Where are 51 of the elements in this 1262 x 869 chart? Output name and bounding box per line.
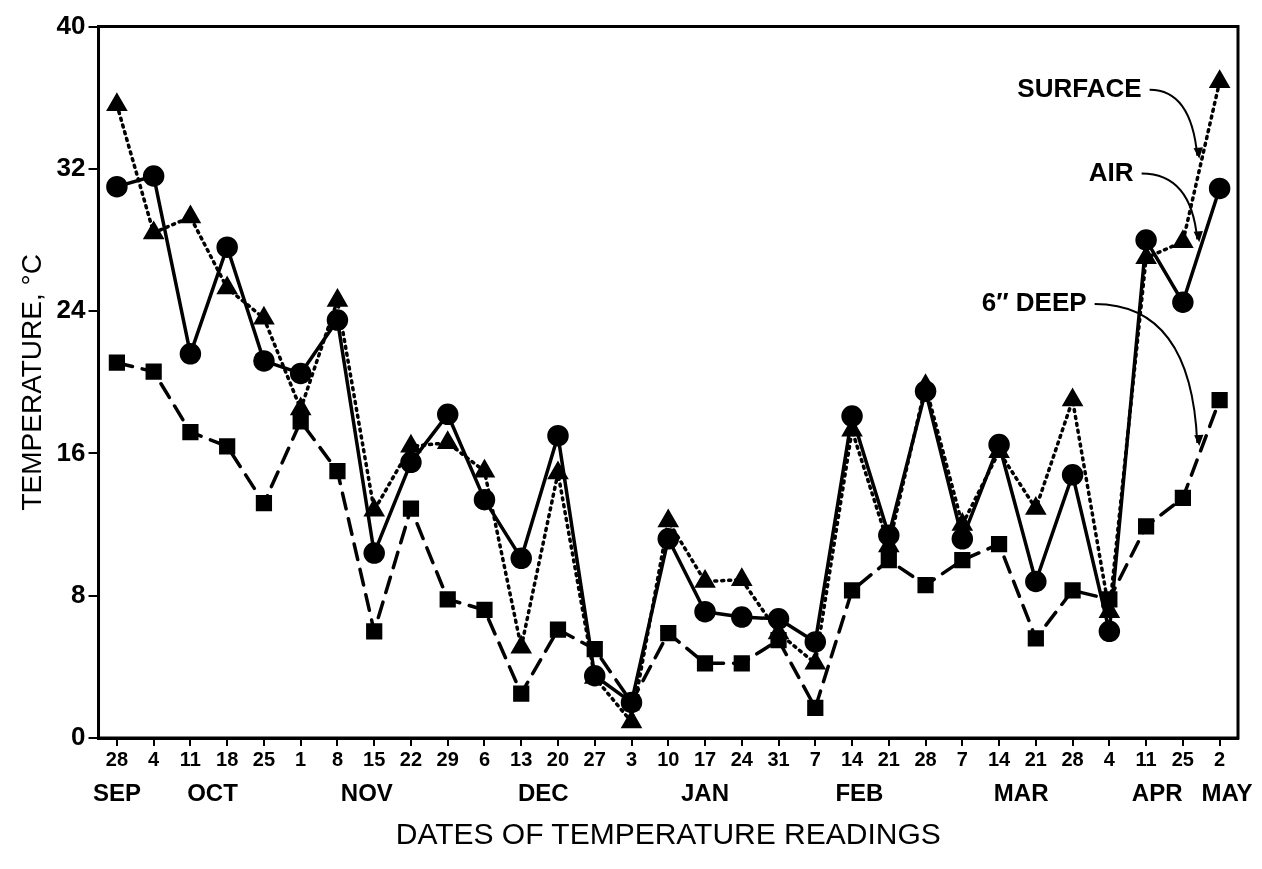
- x-tick-label: 3: [625, 747, 638, 770]
- x-tick-label: 6: [478, 747, 491, 770]
- y-tick-label: 32: [56, 152, 86, 183]
- x-tick-label: 4: [1103, 747, 1116, 770]
- x-tick-label: 4: [148, 747, 161, 770]
- x-tick-label: 18: [216, 747, 239, 770]
- x-tick-label: 14: [840, 747, 865, 770]
- text: NOV: [340, 778, 393, 806]
- x-tick-label: 21: [1024, 747, 1047, 770]
- text: JAN: [681, 778, 730, 806]
- x-tick-label: 10: [657, 747, 680, 770]
- x-tick-label: 7: [956, 747, 968, 770]
- x-tick-label: 7: [809, 747, 821, 770]
- x-tick-label: 28: [1061, 747, 1084, 770]
- y-tick-label: 40: [56, 9, 86, 40]
- x-tick-label: 15: [363, 747, 386, 770]
- text: 6″ DEEP: [981, 287, 1087, 318]
- text: FEB: [835, 778, 884, 806]
- x-axis-title: DATES OF TEMPERATURE READINGS: [395, 817, 941, 851]
- x-tick-label: 22: [399, 747, 423, 770]
- x-tick-label: 24: [730, 747, 754, 770]
- text: OCT: [187, 778, 239, 806]
- x-tick-label: 11: [1135, 747, 1157, 770]
- text: MAR: [993, 778, 1049, 806]
- text: APR: [1131, 778, 1183, 806]
- y-tick-label: 16: [56, 436, 86, 467]
- y-tick-label: 24: [56, 294, 87, 325]
- x-tick-label: 8: [331, 747, 344, 770]
- x-tick-label: 28: [914, 747, 937, 770]
- x-tick-label: 13: [510, 747, 533, 770]
- y-tick-label: 0: [71, 721, 86, 752]
- text: SEP: [92, 778, 141, 806]
- x-tick-label: 27: [583, 747, 606, 770]
- x-tick-label: 1: [295, 747, 307, 770]
- x-tick-label: 29: [436, 747, 459, 770]
- x-tick-label: 11: [179, 747, 201, 770]
- series-label: AIR: [1088, 156, 1134, 187]
- x-tick-label: 17: [693, 747, 717, 770]
- y-axis-title: TEMPERATURE, °C: [15, 254, 47, 511]
- x-tick-label: 28: [105, 747, 129, 770]
- x-tick-label: 20: [546, 747, 570, 770]
- text: DEC: [517, 778, 569, 806]
- text: SURFACE: [1017, 72, 1142, 103]
- x-tick-label: 21: [877, 747, 900, 770]
- x-tick-label: 14: [987, 747, 1012, 770]
- x-tick-label: 25: [1171, 747, 1194, 770]
- x-tick-label: 2: [1214, 747, 1226, 770]
- text: MAY: [1201, 778, 1253, 806]
- x-tick-label: 31: [767, 747, 790, 770]
- y-tick-label: 8: [71, 578, 86, 609]
- x-tick-label: 25: [252, 747, 276, 770]
